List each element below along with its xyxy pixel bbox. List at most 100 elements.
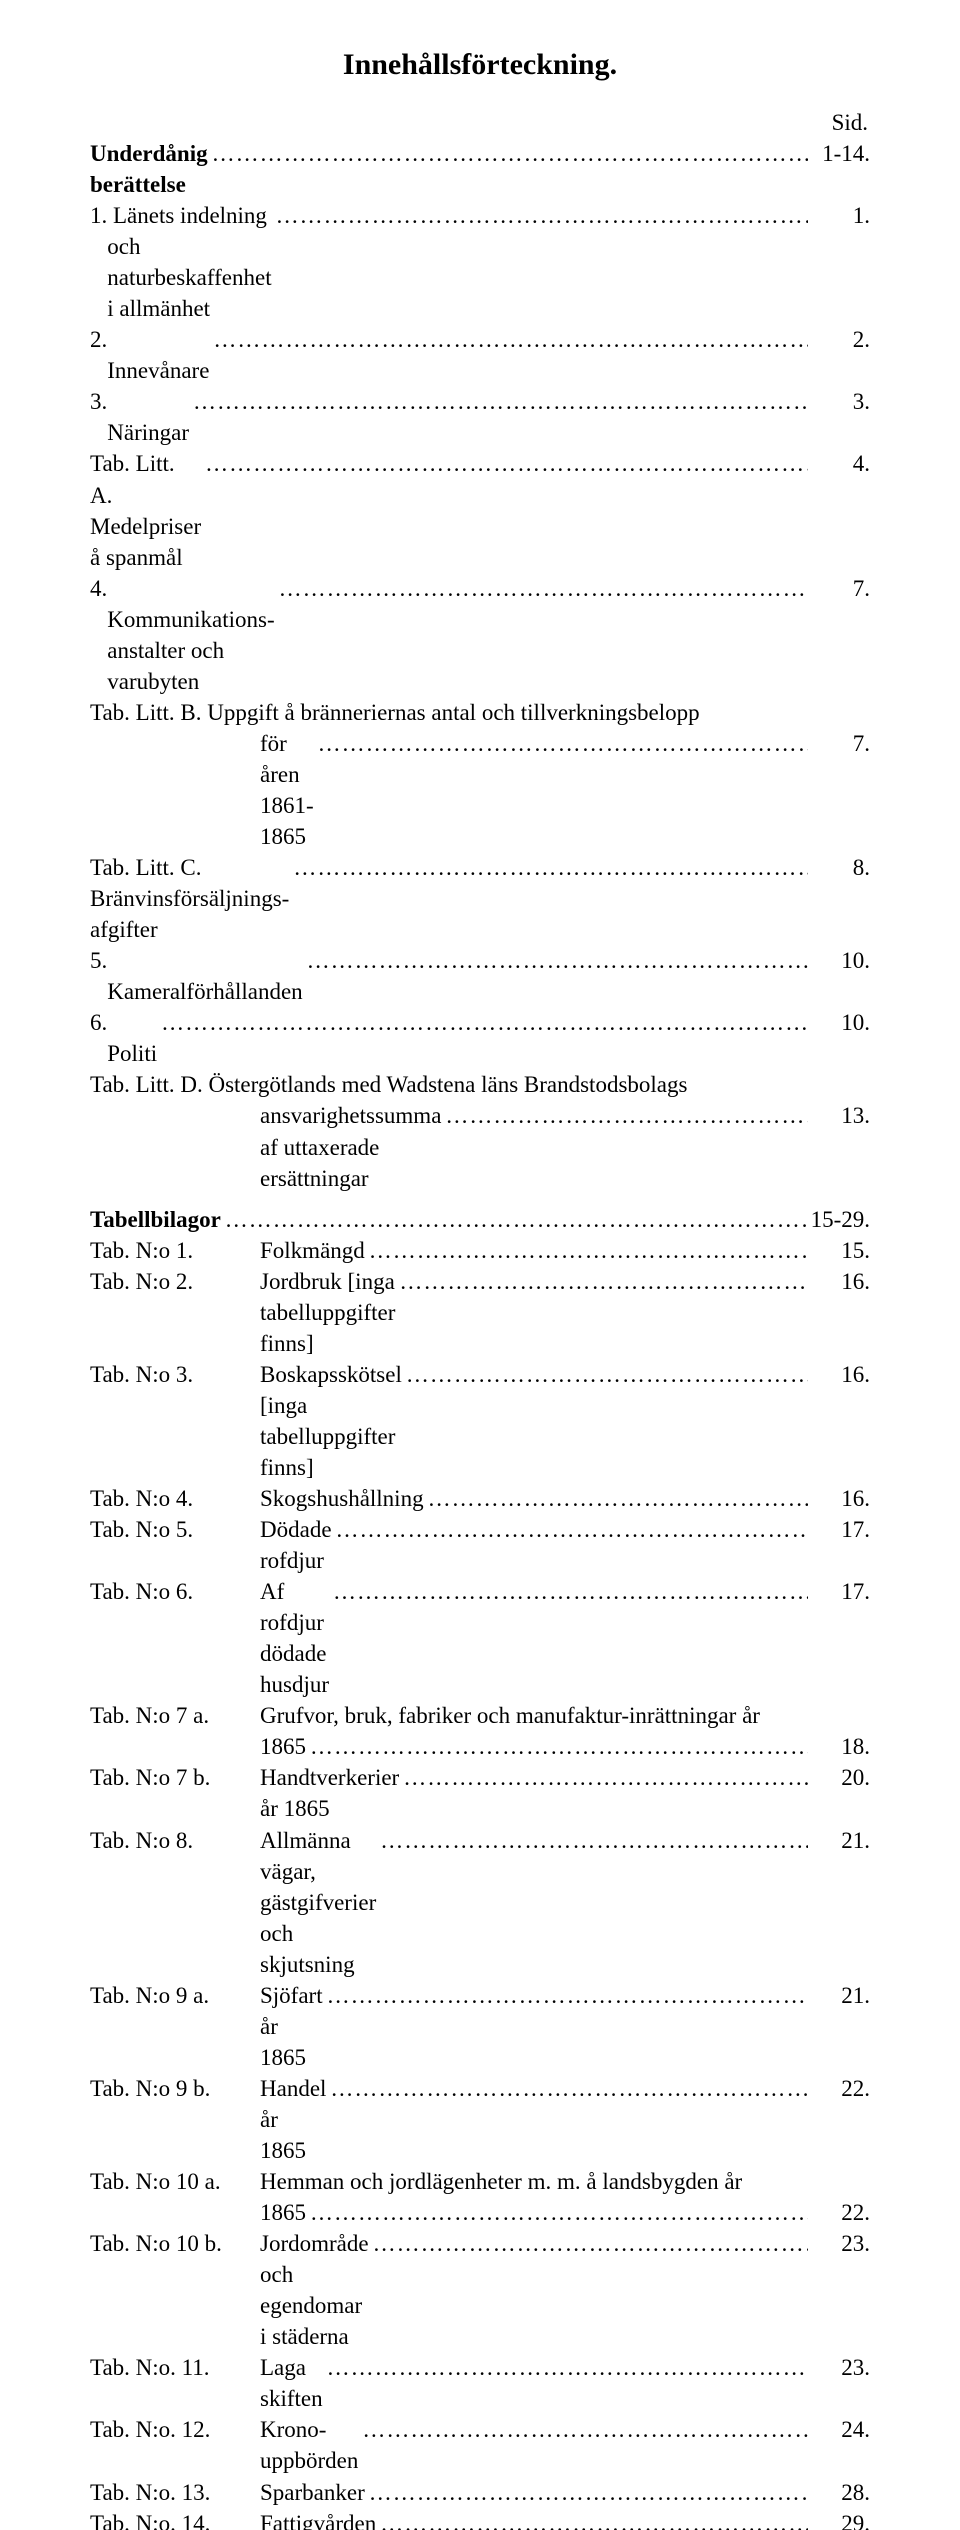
- toc-description: Allmänna vägar, gästgifverier och skjuts…: [260, 1825, 376, 1980]
- toc-label: 3.: [90, 386, 107, 417]
- toc-leader: ……………………………………………………………………………………………………………: [402, 1359, 808, 1390]
- toc-label: 1.: [90, 200, 107, 231]
- toc-row: Tab. N:o 5.Dödade rofdjur…………………………………………: [90, 1514, 870, 1576]
- toc-label: Tab. N:o 8.: [90, 1825, 260, 1856]
- toc-label: Tab. N:o 7 a.: [90, 1700, 260, 1731]
- toc-description: Skogshushållning: [260, 1483, 424, 1514]
- toc-description: Jordbruk [inga tabelluppgifter finns]: [260, 1266, 395, 1359]
- toc-leader: ……………………………………………………………………………………………………………: [201, 448, 808, 479]
- toc-row: Tab. Litt. A. Medelpriser å spanmål………………: [90, 448, 870, 572]
- toc-page: 17.: [808, 1576, 870, 1607]
- toc-leader: ……………………………………………………………………………………………………………: [303, 945, 808, 976]
- toc-page: 17.: [808, 1514, 870, 1545]
- toc-row: Tabellbilagor…………………………………………………………………………: [90, 1204, 870, 1235]
- toc-row: 1. Länets indelning och naturbeskaffenhe…: [90, 200, 870, 324]
- toc-row: Tab. N:o 10 a.Hemman och jordlägenheter …: [90, 2166, 870, 2197]
- toc-row: Tab. Litt. B. Uppgift å bränneriernas an…: [90, 697, 870, 728]
- toc-label: Tab. N:o 4.: [90, 1483, 260, 1514]
- toc-page: 28.: [808, 2477, 870, 2508]
- toc-row: Tab. N:o. 11.Laga skiften…………………………………………: [90, 2352, 870, 2414]
- toc-leader: ……………………………………………………………………………………………………………: [395, 1266, 808, 1297]
- toc-page: 23.: [808, 2352, 870, 2383]
- toc-description: Handel år 1865: [260, 2073, 326, 2166]
- toc-page: 22.: [808, 2073, 870, 2104]
- toc-description: Boskapsskötsel [inga tabelluppgifter fin…: [260, 1359, 402, 1483]
- toc-page: 29.: [808, 2508, 870, 2530]
- toc-page: 24.: [808, 2414, 870, 2445]
- toc-row: 2. Innevånare…………………………………………………………………………: [90, 324, 870, 386]
- toc-description: Krono-uppbörden: [260, 2414, 358, 2476]
- toc-description: Innevånare: [107, 324, 209, 386]
- toc-description: Länets indelning och naturbeskaffenhet i…: [107, 200, 271, 324]
- toc-page: 22.: [808, 2197, 870, 2228]
- toc-description: Jordområde och egendomar i städerna: [260, 2228, 369, 2352]
- toc-description: Hemman och jordlägenheter m. m. å landsb…: [260, 2166, 742, 2197]
- toc-page: 23.: [808, 2228, 870, 2259]
- toc-page: 3.: [808, 386, 870, 417]
- toc-page: 21.: [808, 1980, 870, 2011]
- toc-label: Tab. N:o 5.: [90, 1514, 260, 1545]
- toc-row: Tab. N:o 8.Allmänna vägar, gästgifverier…: [90, 1825, 870, 1980]
- toc-row: Tab. N:o. 12.Krono-uppbörden…………………………………: [90, 2414, 870, 2476]
- toc-label: Tab. N:o. 13.: [90, 2477, 260, 2508]
- toc-leader: ……………………………………………………………………………………………………………: [399, 1762, 808, 1793]
- toc-page: 7.: [808, 728, 870, 759]
- toc-label: Tab. N:o 10 a.: [90, 2166, 260, 2197]
- toc-page: 13.: [808, 1100, 870, 1131]
- toc-row: Tab. N:o 7 a.Grufvor, bruk, fabriker och…: [90, 1700, 870, 1731]
- toc-row: 1865…………………………………………………………………………………………………: [90, 1731, 870, 1762]
- toc-label: Tab. N:o 7 b.: [90, 1762, 260, 1793]
- toc-label: Tab. N:o 2.: [90, 1266, 260, 1297]
- toc-page: 4.: [808, 448, 870, 479]
- toc-description: för åren 1861-1865: [260, 728, 314, 852]
- toc-description: Dödade rofdjur: [260, 1514, 332, 1576]
- toc-row: Tab. N:o. 13.Sparbanker………………………………………………: [90, 2477, 870, 2508]
- toc-row: 1865…………………………………………………………………………………………………: [90, 2197, 870, 2228]
- toc-row: ansvarighetssumma af uttaxerade ersättni…: [90, 1100, 870, 1193]
- section-spacer: [90, 1194, 870, 1204]
- toc-description: Fattigvården: [260, 2508, 376, 2530]
- toc-row: Tab. N:o 7 b.Handtverkerier år 1865………………: [90, 1762, 870, 1824]
- toc-label: Tab. N:o 1.: [90, 1235, 260, 1266]
- table-of-contents: Underdånig berättelse ……………………………………………………: [90, 138, 870, 2530]
- toc-description: Tab. Litt. B. Uppgift å bränneriernas an…: [90, 697, 700, 728]
- toc-leader: ……………………………………………………………………………………………………………: [424, 1483, 808, 1514]
- toc-description: Politi: [107, 1007, 157, 1069]
- toc-description: Laga skiften: [260, 2352, 323, 2414]
- toc-leader: ……………………………………………………………………………………………………………: [272, 200, 808, 231]
- toc-description: Sparbanker: [260, 2477, 365, 2508]
- toc-page: 16.: [808, 1483, 870, 1514]
- toc-leader: ……………………………………………………………………………………………………………: [314, 728, 808, 759]
- toc-label: 5.: [90, 945, 107, 976]
- toc-description: Af rofdjur dödade husdjur: [260, 1576, 329, 1700]
- toc-label: Tab. N:o 3.: [90, 1359, 260, 1390]
- toc-label: Tab. N:o. 12.: [90, 2414, 260, 2445]
- toc-row: Tab. N:o 2.Jordbruk [inga tabelluppgifte…: [90, 1266, 870, 1359]
- toc-row: Tab. N:o 1.Folkmängd………………………………………………………: [90, 1235, 870, 1266]
- toc-description: Underdånig berättelse: [90, 138, 208, 200]
- toc-row: Tab. Litt. C. Bränvinsförsäljnings-afgif…: [90, 852, 870, 945]
- toc-label: 2.: [90, 324, 107, 355]
- toc-page: 20.: [808, 1762, 870, 1793]
- toc-row: 6. Politi……………………………………………………………………………………: [90, 1007, 870, 1069]
- toc-leader: ……………………………………………………………………………………………………………: [157, 1007, 808, 1038]
- toc-label: Tab. N:o 9 a.: [90, 1980, 260, 2011]
- toc-leader: ……………………………………………………………………………………………………………: [326, 2073, 808, 2104]
- toc-row: Tab. N:o 9 a.Sjöfart år 1865…………………………………: [90, 1980, 870, 2073]
- toc-row: Tab. N:o 6.Af rofdjur dödade husdjur……………: [90, 1576, 870, 1700]
- toc-leader: ……………………………………………………………………………………………………………: [306, 2197, 808, 2228]
- toc-description: Sjöfart år 1865: [260, 1980, 323, 2073]
- toc-description: Tab. Litt. C. Bränvinsförsäljnings-afgif…: [90, 852, 289, 945]
- page-column-header: Sid.: [90, 110, 870, 136]
- toc-leader: ……………………………………………………………………………………………………………: [332, 1514, 808, 1545]
- toc-label: Tab. N:o. 14.: [90, 2508, 260, 2530]
- toc-leader: ……………………………………………………………………………………………………………: [369, 2228, 808, 2259]
- toc-label: Tab. N:o. 11.: [90, 2352, 260, 2383]
- toc-page: 10.: [808, 1007, 870, 1038]
- toc-description: ansvarighetssumma af uttaxerade ersättni…: [260, 1100, 441, 1193]
- toc-description: Grufvor, bruk, fabriker och manufaktur-i…: [260, 1700, 760, 1731]
- toc-page: 15.: [808, 1235, 870, 1266]
- toc-description: Tab. Litt. A. Medelpriser å spanmål: [90, 448, 201, 572]
- toc-leader: ……………………………………………………………………………………………………………: [323, 2352, 808, 2383]
- toc-page: 16.: [808, 1266, 870, 1297]
